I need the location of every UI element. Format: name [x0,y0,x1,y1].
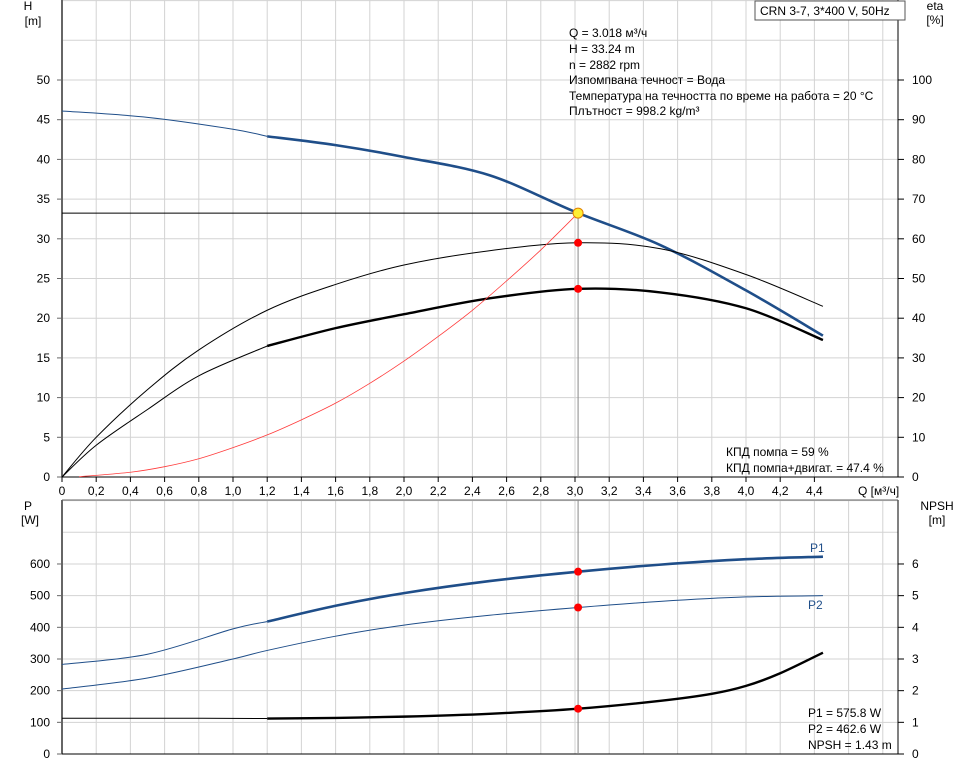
y-tick-label: 25 [37,272,51,286]
q-axis-label: Q [м³/ч] [858,484,899,498]
y-right-tick-label: 10 [912,430,926,444]
y-tick-label: 0 [43,470,50,484]
y-tick-label: 200 [30,684,50,698]
npsh-axis-label: NPSH [920,499,953,513]
info-n: n = 2882 rpm [569,58,640,72]
y-tick-label: 45 [37,113,51,127]
p2-value: P2 = 462.6 W [808,722,882,736]
y-tick-label: 35 [37,192,51,206]
info-temp: Температура на течността по време на раб… [569,89,874,103]
x-tick-label: 0 [59,484,66,498]
x-tick-label: 3,0 [567,484,584,498]
x-tick-label: 2,2 [430,484,447,498]
y-tick-label: 20 [37,311,51,325]
y-right-tick-label: 70 [912,192,926,206]
x-tick-label: 3,8 [703,484,720,498]
y-tick-label: 600 [30,557,50,571]
y-tick-label: 10 [37,391,51,405]
curve-eta_total-thick [267,288,823,345]
p2-series-label: P2 [808,598,823,612]
y-right-tick-label: 60 [912,232,926,246]
y-right-tick-label: 40 [912,311,926,325]
operating-point-marker [574,705,582,713]
x-tick-label: 0,4 [122,484,139,498]
operating-point-marker [574,239,582,247]
x-tick-label: 2,6 [498,484,515,498]
duty-point-marker [573,208,583,218]
curve-p2-thin [62,596,823,689]
x-tick-label: 0,2 [88,484,105,498]
y-tick-label: 30 [37,232,51,246]
y-right-tick-label: 6 [912,557,919,571]
eta-axis-label: eta [927,0,944,13]
curve-npsh-thick [267,653,823,719]
y-right-tick-label: 30 [912,351,926,365]
x-tick-label: 3,2 [601,484,618,498]
y-tick-label: 300 [30,652,50,666]
y-right-tick-label: 2 [912,684,919,698]
y-right-tick-label: 0 [912,747,919,761]
y-tick-label: 5 [43,430,50,444]
x-tick-label: 1,8 [361,484,378,498]
eff-total: КПД помпа+двигат. = 47.4 % [726,461,884,475]
x-tick-label: 0,8 [190,484,207,498]
y-right-tick-label: 90 [912,113,926,127]
y-right-tick-label: 100 [912,73,932,87]
info-q: Q = 3.018 м³/ч [569,26,647,40]
y-right-tick-label: 3 [912,652,919,666]
y-right-tick-label: 20 [912,391,926,405]
y-right-tick-label: 1 [912,715,919,729]
operating-point-marker [574,285,582,293]
operating-point-marker [574,568,582,576]
h-axis-label: H [24,0,33,13]
y-right-tick-label: 0 [912,470,919,484]
p-axis-label: P [24,499,32,513]
curve-eta_pump-thin [62,243,823,477]
y-right-tick-label: 50 [912,272,926,286]
x-tick-label: 1,0 [225,484,242,498]
x-tick-label: 2,4 [464,484,481,498]
x-tick-label: 2,0 [396,484,413,498]
y-tick-label: 100 [30,715,50,729]
operating-point-marker [574,603,582,611]
x-tick-label: 1,4 [293,484,310,498]
y-tick-label: 40 [37,152,51,166]
x-tick-label: 4,0 [738,484,755,498]
eff-pump: КПД помпа = 59 % [726,445,829,459]
y-tick-label: 500 [30,589,50,603]
info-liquid: Изпомпвана течност = Вода [569,73,725,87]
y-right-tick-label: 80 [912,152,926,166]
y-tick-label: 0 [43,747,50,761]
x-tick-label: 0,6 [156,484,173,498]
x-tick-label: 3,6 [669,484,686,498]
curve-p1-thick [267,557,823,622]
info-density: Плътност = 998.2 kg/m³ [569,104,699,118]
chart-title: CRN 3-7, 3*400 V, 50Hz [760,4,890,18]
y-tick-label: 400 [30,620,50,634]
x-tick-label: 3,4 [635,484,652,498]
p1-value: P1 = 575.8 W [808,706,882,720]
y-tick-label: 15 [37,351,51,365]
info-h: H = 33.24 m [569,42,635,56]
x-tick-label: 4,2 [772,484,789,498]
p1-series-label: P1 [810,541,825,555]
y-right-tick-label: 5 [912,589,919,603]
x-tick-label: 2,8 [532,484,549,498]
x-tick-label: 4,4 [806,484,823,498]
eta-axis-unit: [%] [926,13,943,27]
x-tick-label: 1,2 [259,484,276,498]
y-right-tick-label: 4 [912,620,919,634]
p-axis-unit: [W] [21,513,39,527]
npsh-value: NPSH = 1.43 m [808,738,892,752]
h-axis-unit: [m] [25,14,42,28]
npsh-axis-unit: [m] [929,513,946,527]
y-tick-label: 50 [37,73,51,87]
x-tick-label: 1,6 [327,484,344,498]
